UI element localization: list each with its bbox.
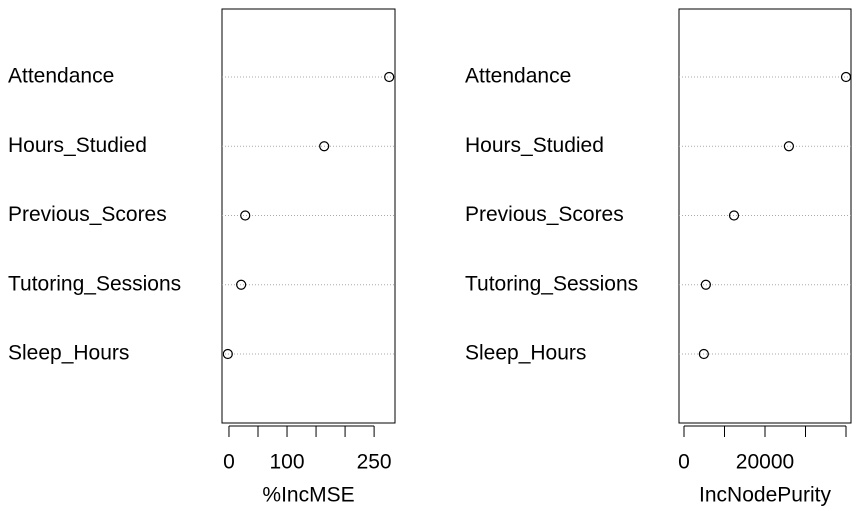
dot <box>240 210 251 221</box>
dot <box>700 279 711 290</box>
x-axis-title: IncNodePurity <box>699 484 831 507</box>
dot <box>384 71 395 83</box>
dot <box>222 348 233 360</box>
category-label: Sleep_Hours <box>465 342 586 365</box>
x-axis-title: %IncMSE <box>262 484 354 507</box>
category-label: Hours_Studied <box>8 134 147 157</box>
category-label: Tutoring_Sessions <box>465 272 638 295</box>
dot <box>728 210 740 221</box>
x-tick-label: 0 <box>678 451 690 474</box>
dot <box>236 279 247 290</box>
category-label: Hours_Studied <box>465 134 604 157</box>
category-label: Attendance <box>8 65 114 88</box>
plot-frame <box>678 8 852 424</box>
category-label: Attendance <box>465 65 571 88</box>
x-tick-label: 0 <box>223 451 235 474</box>
x-tick-label: 250 <box>357 451 392 474</box>
category-label: Sleep_Hours <box>8 342 129 365</box>
category-label: Tutoring_Sessions <box>8 272 181 295</box>
dot <box>698 348 709 360</box>
dot <box>840 71 852 83</box>
dot <box>783 141 794 152</box>
category-label: Previous_Scores <box>465 203 624 226</box>
dot <box>319 141 330 152</box>
category-label: Previous_Scores <box>8 203 167 226</box>
x-tick-label: 20000 <box>736 451 794 474</box>
x-tick-label: 100 <box>269 451 304 474</box>
